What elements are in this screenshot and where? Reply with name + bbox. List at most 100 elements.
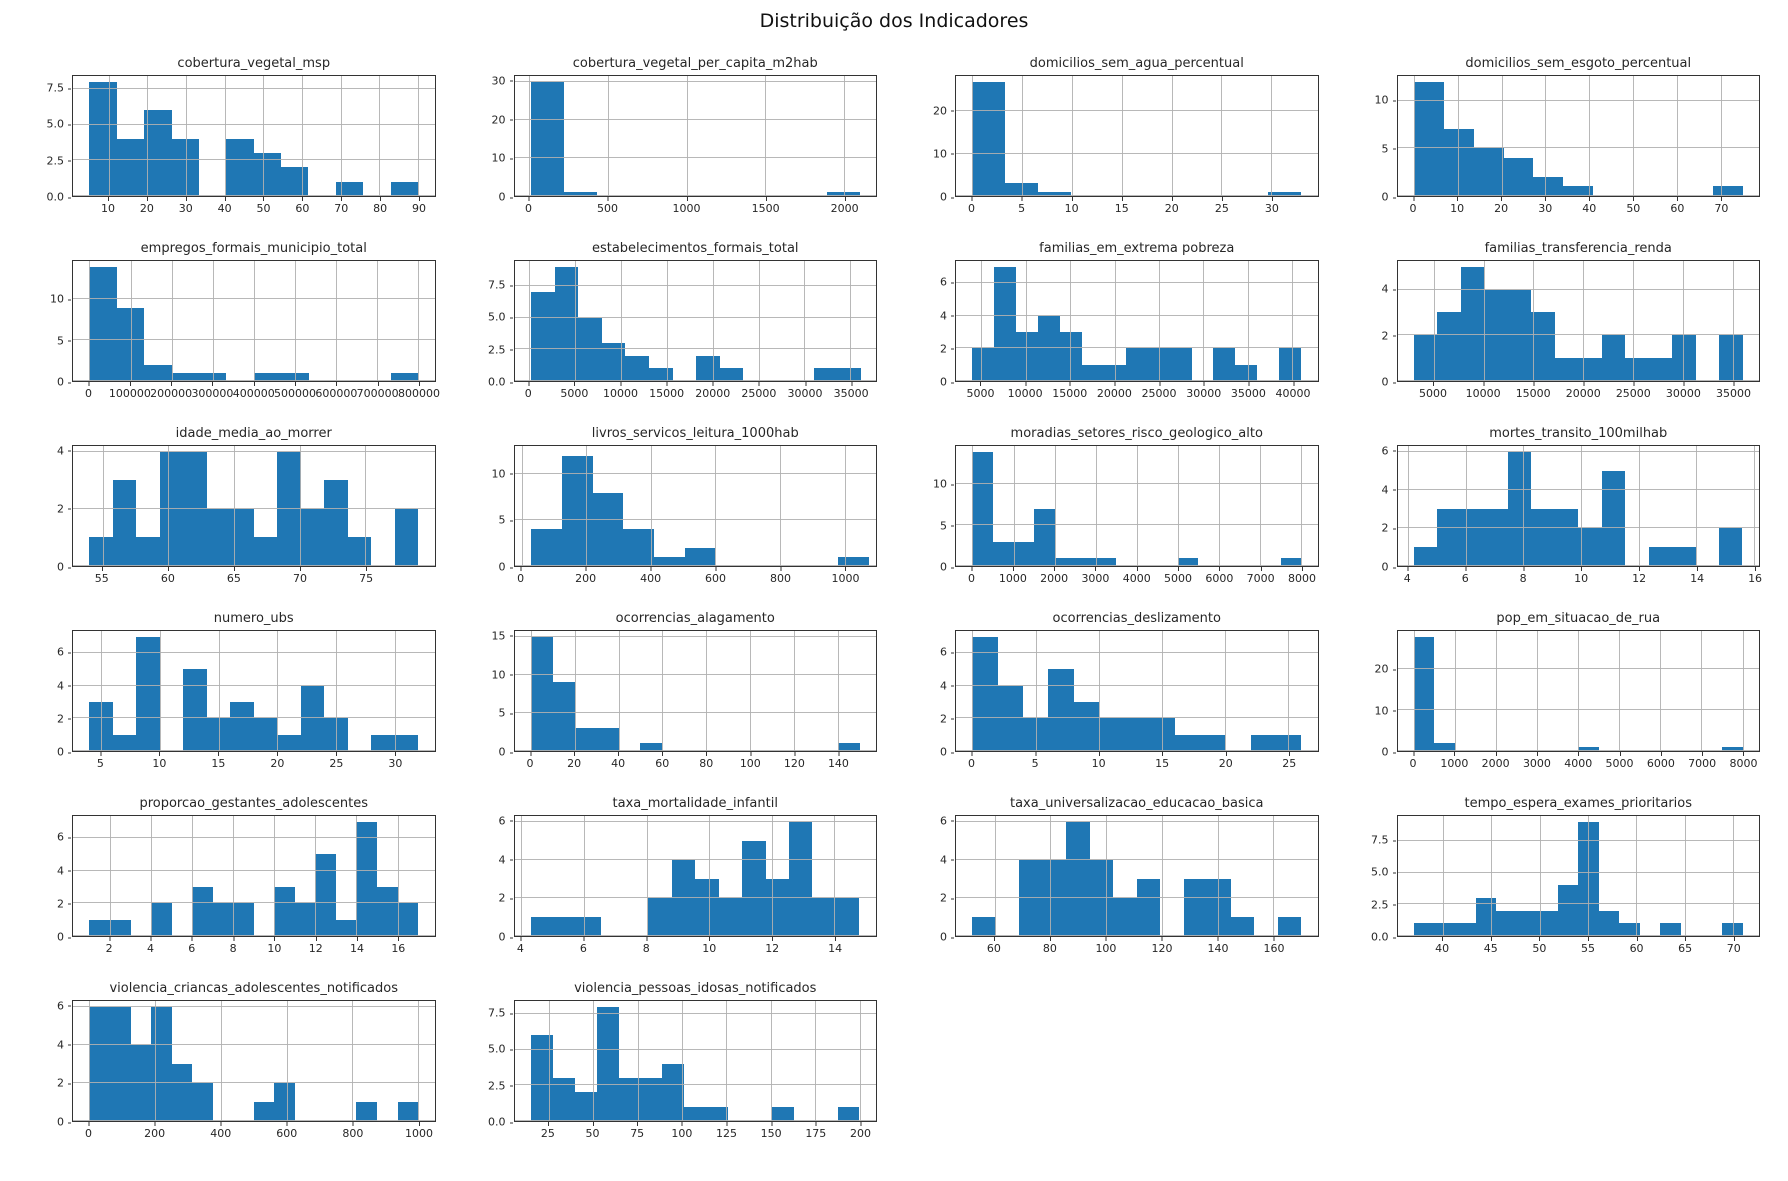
x-tick-label: 16 xyxy=(1748,567,1763,585)
x-gridline xyxy=(151,816,153,936)
histogram-bar xyxy=(1460,266,1485,381)
y-gridline xyxy=(514,565,876,566)
subplot-taxa_universalizacao_educacao_basica: taxa_universalizacao_educacao_basica 0 2 4 6… xyxy=(911,796,1319,955)
y-gridline xyxy=(514,519,876,521)
subplot-violencia_pessoas_idosas_notificados: violencia_pessoas_idosas_notificados 0.0 2… xyxy=(470,981,877,1140)
x-gridline xyxy=(340,76,342,196)
y-gridline xyxy=(514,156,876,158)
histogram-bar xyxy=(719,368,744,381)
x-gridline xyxy=(253,261,255,381)
x-tick-label: 30 xyxy=(1264,197,1279,215)
histogram-bar xyxy=(253,1101,275,1121)
y-tick-label: 0 xyxy=(940,560,954,574)
x-tick-label: 2000 xyxy=(830,197,859,215)
subplot-title: domicilios_sem_esgoto_percentual xyxy=(1465,56,1692,71)
histogram-bar xyxy=(1503,157,1534,196)
x-tick-label: 140 xyxy=(827,752,849,770)
y-gridline xyxy=(514,380,876,381)
y-gridline xyxy=(514,195,876,196)
histogram-bar xyxy=(1277,916,1302,936)
y-tick-label: 5 xyxy=(940,519,954,532)
y-gridline xyxy=(956,896,1318,898)
histogram-bar xyxy=(1280,557,1302,566)
y-tick-label: 10 xyxy=(50,292,71,306)
x-tick-label: 800 xyxy=(342,1122,364,1140)
plot-area xyxy=(1396,630,1760,752)
plot-body: 0 2 4 6 xyxy=(57,630,436,758)
histogram-bar xyxy=(1625,358,1649,381)
y-gridline xyxy=(73,717,435,719)
x-gridline xyxy=(815,1001,817,1121)
x-gridline xyxy=(686,76,688,196)
x-tick-label: 10 xyxy=(1574,567,1589,585)
histogram-bar xyxy=(1557,885,1579,936)
subplot-title: familias_transferencia_renda xyxy=(1484,241,1672,256)
x-tick-label: 10000 xyxy=(1007,382,1043,400)
x-gridline xyxy=(1114,261,1116,381)
plot-body: 0 2 4 6 xyxy=(940,260,1319,388)
histogram-bar xyxy=(371,734,395,751)
x-tick-label: 6000 xyxy=(1205,567,1234,585)
histogram-bar xyxy=(226,138,254,196)
histogram-bar xyxy=(315,854,336,936)
histogram-bar xyxy=(1013,541,1035,566)
y-tick-label: 20 xyxy=(933,104,954,118)
x-tick-label: 6000 xyxy=(1646,752,1675,770)
x-tick-label: 20 xyxy=(567,752,582,770)
x-gridline xyxy=(1095,446,1097,566)
x-gridline xyxy=(1271,76,1273,196)
subplot-title: tempo_espera_exames_prioritarios xyxy=(1464,796,1693,811)
x-tick-label: 25000 xyxy=(741,382,777,400)
x-gridline xyxy=(1732,261,1734,381)
histogram-bar xyxy=(554,916,578,936)
x-tick-label: 1500 xyxy=(751,197,780,215)
x-tick-label: 200 xyxy=(849,1122,871,1140)
x-gridline xyxy=(994,816,996,936)
histogram-bar xyxy=(151,1006,172,1121)
x-tick-label: 200 xyxy=(575,567,597,585)
x-tick-label: 1000 xyxy=(998,567,1027,585)
y-gridline xyxy=(73,298,435,300)
x-tick-label: 2000 xyxy=(1040,567,1069,585)
subplot-livros_servicos_leitura_1000hab: livros_servicos_leitura_1000hab 0 5 10 0 200 4… xyxy=(470,426,877,585)
x-gridline xyxy=(1442,816,1444,936)
subplot-numero_ubs: numero_ubs 0 2 4 6 5 10 15 20 25 30 xyxy=(28,611,436,770)
plot-body: 0.0 2.5 5.0 7.5 xyxy=(488,260,877,388)
x-gridline xyxy=(712,261,714,381)
x-gridline xyxy=(1072,76,1074,196)
y-gridline xyxy=(956,110,1318,112)
y-gridline xyxy=(73,652,435,654)
subplot-title: numero_ubs xyxy=(213,611,294,626)
x-tick-label: 150 xyxy=(760,1122,782,1140)
x-gridline xyxy=(1161,816,1163,936)
y-gridline xyxy=(1397,195,1759,196)
x-tick-label: 30000 xyxy=(1665,382,1701,400)
histogram-bar xyxy=(1496,910,1517,936)
y-gridline xyxy=(514,1120,876,1121)
x-gridline xyxy=(837,631,839,751)
x-tick-row: 0 5000 10000 15000 20000 25000 30000 35000 xyxy=(514,382,878,400)
histogram-bar xyxy=(696,355,720,381)
y-tick-label: 2 xyxy=(940,712,954,726)
histogram-bar xyxy=(206,508,231,566)
y-gridline xyxy=(73,339,435,341)
x-tick-label: 0 xyxy=(524,197,532,215)
x-gridline xyxy=(1218,446,1220,566)
plot-area xyxy=(72,630,436,752)
histogram-bar xyxy=(1460,508,1485,566)
subplot-title: cobertura_vegetal_per_capita_m2hab xyxy=(572,56,818,71)
histogram-bar xyxy=(1268,191,1302,196)
y-gridline xyxy=(514,348,876,350)
x-gridline xyxy=(706,631,708,751)
histogram-bar xyxy=(837,743,860,751)
x-gridline xyxy=(1638,446,1640,566)
y-tick-label: 6 xyxy=(57,645,71,659)
x-gridline xyxy=(521,816,523,936)
histogram-bar xyxy=(531,292,555,381)
x-gridline xyxy=(1013,446,1015,566)
histogram-bar xyxy=(596,728,619,751)
y-tick-label: 10 xyxy=(933,147,954,161)
x-gridline xyxy=(1221,76,1223,196)
x-gridline xyxy=(1035,631,1037,751)
y-gridline xyxy=(73,1120,435,1121)
